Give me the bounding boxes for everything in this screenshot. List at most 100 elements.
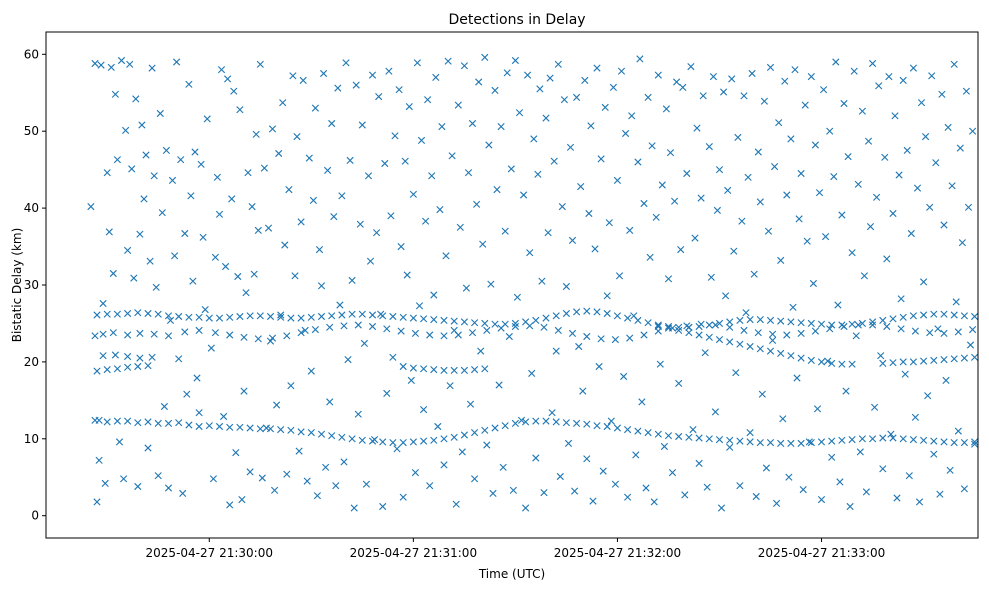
- data-point-marker: [311, 326, 319, 334]
- data-point-marker: [624, 493, 632, 501]
- data-point-marker: [224, 75, 232, 83]
- data-point-marker: [652, 213, 660, 221]
- data-point-marker: [440, 316, 448, 324]
- data-point-marker: [611, 336, 619, 344]
- data-point-marker: [277, 313, 285, 321]
- data-point-marker: [852, 332, 860, 340]
- data-point-marker: [693, 124, 701, 132]
- data-point-marker: [842, 387, 850, 395]
- data-point-marker: [124, 417, 132, 425]
- data-point-marker: [440, 332, 448, 340]
- data-point-marker: [399, 362, 407, 371]
- y-tick-label: 10: [24, 432, 39, 446]
- data-point-marker: [336, 301, 344, 309]
- data-point-marker: [430, 436, 438, 444]
- data-point-marker: [99, 299, 107, 308]
- data-point-marker: [781, 77, 789, 85]
- data-point-marker: [460, 318, 468, 326]
- data-point-marker: [654, 322, 662, 331]
- data-point-marker: [691, 234, 699, 242]
- data-point-marker: [938, 90, 946, 98]
- data-point-marker: [420, 365, 428, 373]
- data-point-marker: [352, 81, 360, 89]
- data-point-marker: [271, 486, 279, 494]
- data-point-marker: [556, 472, 564, 481]
- data-point-marker: [777, 317, 785, 325]
- data-point-marker: [628, 112, 636, 120]
- data-point-marker: [644, 93, 652, 101]
- data-point-marker: [117, 56, 126, 65]
- data-point-marker: [430, 291, 438, 299]
- data-point-marker: [777, 256, 785, 264]
- data-point-marker: [399, 439, 407, 447]
- data-point-marker: [636, 55, 644, 63]
- data-point-marker: [554, 326, 562, 334]
- data-point-marker: [905, 472, 913, 480]
- data-point-marker: [440, 366, 448, 374]
- data-point-marker: [707, 273, 715, 281]
- data-point-marker: [495, 381, 503, 389]
- data-point-marker: [436, 206, 444, 214]
- data-point-marker: [889, 359, 897, 367]
- data-point-marker: [246, 312, 254, 320]
- data-point-marker: [920, 436, 928, 444]
- data-point-marker: [364, 172, 373, 180]
- data-point-marker: [828, 321, 836, 329]
- data-point-marker: [313, 492, 321, 500]
- data-point-marker: [166, 316, 175, 324]
- data-point-marker: [954, 328, 962, 336]
- data-point-marker: [848, 360, 856, 368]
- data-point-marker: [93, 498, 101, 506]
- data-point-marker: [175, 355, 183, 363]
- data-point-marker: [185, 80, 193, 88]
- data-point-marker: [971, 353, 979, 361]
- data-point-marker: [695, 331, 703, 339]
- data-point-marker: [99, 352, 107, 360]
- data-point-marker: [332, 482, 340, 490]
- y-axis: 0 10 20 30 40 50 60: [24, 47, 46, 523]
- data-point-marker: [409, 364, 417, 372]
- data-point-marker: [103, 310, 111, 318]
- data-point-marker: [477, 347, 485, 355]
- data-point-marker: [822, 233, 830, 241]
- data-point-marker: [566, 143, 575, 151]
- data-point-marker: [895, 171, 903, 179]
- data-point-marker: [664, 275, 673, 283]
- data-point-marker: [940, 310, 948, 318]
- data-point-marker: [840, 322, 848, 331]
- data-point-marker: [122, 126, 130, 134]
- data-point-marker: [154, 419, 162, 427]
- data-point-marker: [211, 329, 219, 337]
- data-point-marker: [807, 319, 815, 327]
- data-point-marker: [424, 96, 432, 104]
- data-point-marker: [558, 203, 566, 211]
- data-point-marker: [244, 169, 252, 177]
- data-point-marker: [738, 217, 746, 225]
- data-point-marker: [283, 332, 291, 340]
- data-point-marker: [468, 329, 477, 337]
- data-point-marker: [468, 119, 477, 128]
- data-point-marker: [742, 309, 750, 317]
- data-point-marker: [175, 419, 183, 427]
- data-point-marker: [807, 356, 815, 364]
- x-tick-label: 2025-04-27 21:32:00: [554, 546, 681, 560]
- data-point-marker: [705, 143, 713, 151]
- data-point-marker: [585, 209, 593, 218]
- data-point-marker: [828, 437, 836, 445]
- data-point-marker: [960, 439, 968, 447]
- data-point-marker: [838, 436, 846, 444]
- data-point-marker: [450, 326, 458, 334]
- data-point-marker: [430, 316, 438, 324]
- data-point-marker: [434, 422, 442, 431]
- data-point-marker: [309, 196, 317, 204]
- data-point-marker: [326, 323, 334, 331]
- data-point-marker: [393, 445, 401, 453]
- data-point-marker: [195, 313, 203, 321]
- data-point-marker: [764, 227, 773, 235]
- data-point-marker: [297, 218, 305, 226]
- data-point-marker: [736, 340, 744, 348]
- data-point-marker: [513, 293, 521, 301]
- data-point-marker: [175, 312, 183, 321]
- data-point-marker: [426, 482, 434, 490]
- data-point-marker: [111, 90, 119, 98]
